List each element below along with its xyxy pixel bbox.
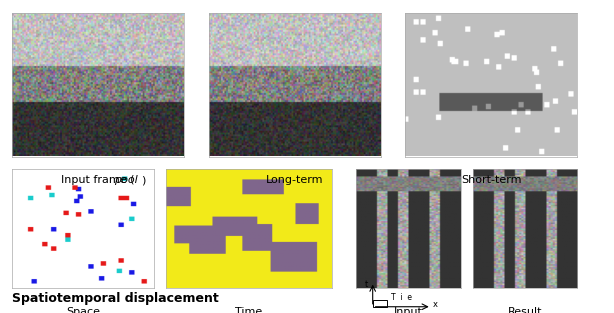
Text: Spatiotemporal displacement: Spatiotemporal displacement (12, 292, 219, 305)
Text: pool: pool (114, 175, 138, 185)
Text: T  i  e: T i e (391, 293, 412, 302)
Text: t: t (365, 280, 368, 289)
Text: Short-term: Short-term (461, 175, 521, 185)
Text: Result: Result (508, 307, 542, 313)
Text: Time: Time (235, 307, 262, 313)
Text: Space: Space (66, 307, 100, 313)
Text: Input frame (: Input frame ( (61, 175, 135, 185)
Text: x: x (433, 300, 438, 309)
Text: Input: Input (394, 307, 423, 313)
Bar (373, 300, 387, 307)
Text: ): ) (141, 175, 146, 185)
Text: Long-term: Long-term (266, 175, 324, 185)
